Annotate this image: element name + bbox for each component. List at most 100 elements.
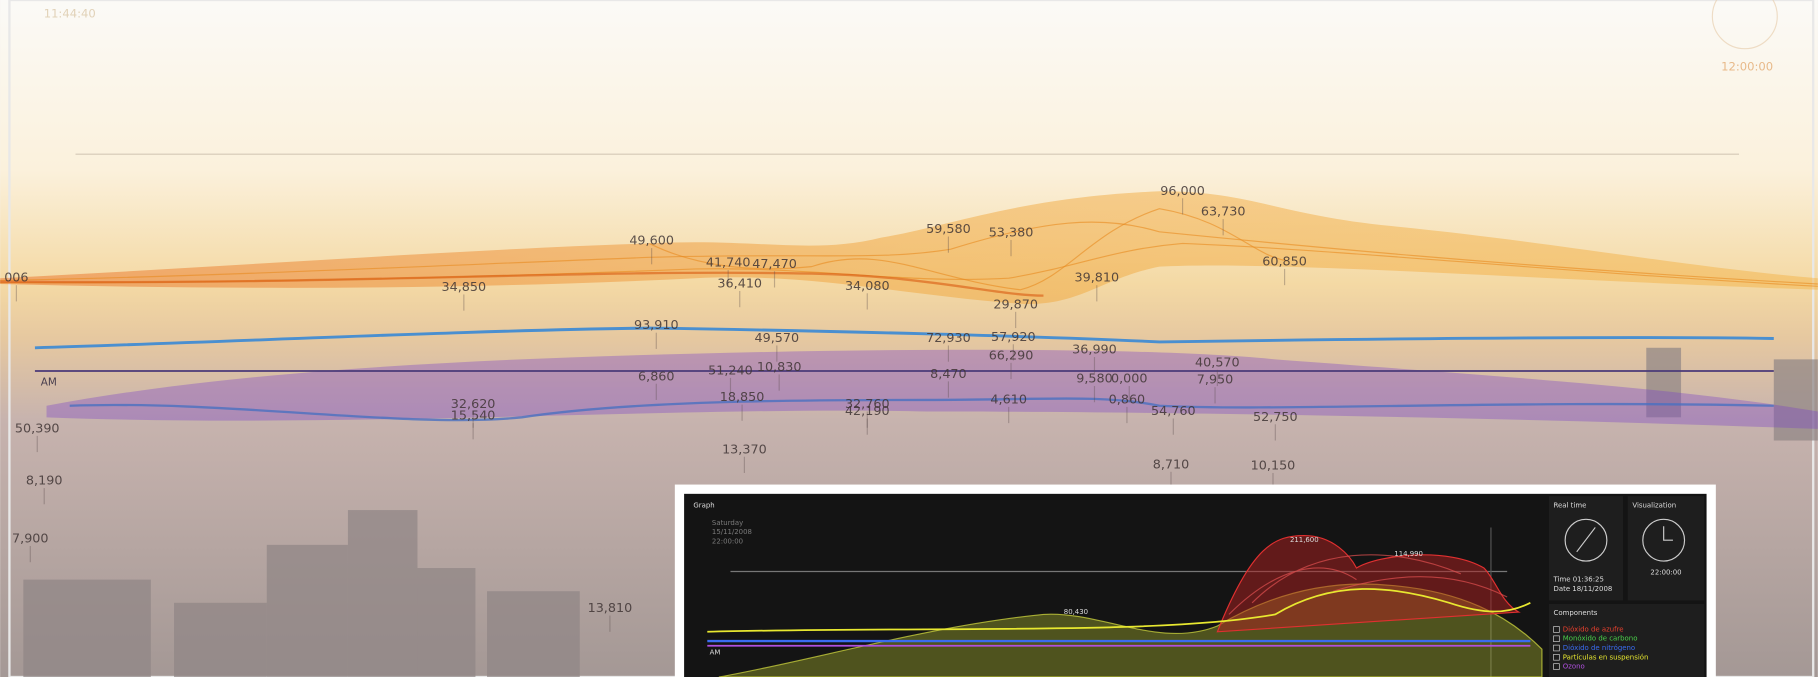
- clock-label: 11:44:40: [44, 6, 96, 20]
- components-list: Dióxido de azufre Monóxido de carbonoDióx…: [1553, 625, 1649, 671]
- value-label: 8,710: [1153, 457, 1190, 472]
- blue-line: [69, 397, 1774, 422]
- value-label: 15,540: [451, 409, 496, 424]
- clock-hand: [1663, 526, 1673, 541]
- mesh-line: [0, 271, 1044, 297]
- building: [417, 568, 476, 677]
- time-label: 22:00:00: [1650, 569, 1681, 577]
- value-label: 49,600: [629, 234, 674, 249]
- value-label: 6,860: [638, 369, 675, 384]
- panel-title: Graph: [693, 501, 714, 509]
- city-buildings: [23, 347, 1818, 677]
- frame: [8, 0, 1815, 677]
- legend-entry: Ozono: [1563, 663, 1585, 671]
- value-label: 42,190: [845, 404, 890, 419]
- legend-entry: Partículas en suspensión: [1563, 653, 1649, 661]
- yellow-line: [707, 588, 1531, 633]
- blue-line: [34, 326, 1774, 350]
- value-label: 36,990: [1072, 343, 1117, 358]
- legend-entry: Monóxido de carbono: [1563, 635, 1638, 643]
- value-label: 10,150: [1251, 459, 1296, 474]
- value-label: 36,410: [717, 277, 762, 292]
- value-label: 7,900: [12, 532, 49, 547]
- value-label: 96,000: [1160, 184, 1205, 199]
- legend-entry: Dióxido de nitrógeno: [1563, 644, 1635, 652]
- panel-title: Visualization: [1632, 501, 1676, 509]
- value-label: 006: [4, 271, 28, 286]
- checkbox[interactable]: [1553, 663, 1560, 670]
- scene-labels: 006 34,850 49,600 41,740 47,470 36,410 34,080 5…: [4, 184, 1307, 632]
- building: [1646, 347, 1682, 418]
- orange-mesh: [0, 208, 1818, 297]
- value-label: 60,850: [1262, 254, 1307, 269]
- value-label: 13,370: [722, 442, 767, 457]
- value-label: 0,860: [1109, 392, 1146, 407]
- value-label: 50,390: [15, 421, 60, 436]
- checkbox[interactable]: [1553, 635, 1560, 642]
- realtime-panel: [1548, 496, 1624, 601]
- value-label: 54,760: [1151, 404, 1196, 419]
- purple-band: [46, 349, 1818, 429]
- building: [23, 579, 151, 677]
- clock-label: 12:00:00: [1721, 60, 1773, 74]
- value-label: 7,950: [1197, 373, 1234, 388]
- building: [487, 591, 580, 677]
- building: [347, 510, 418, 677]
- value-label: 40,570: [1195, 355, 1240, 370]
- mesh-line: [0, 221, 1818, 285]
- value-label: 29,870: [993, 297, 1038, 312]
- clock-hand: [1576, 527, 1596, 553]
- red-mesh: [1216, 534, 1521, 633]
- clock-icon: [1711, 0, 1778, 50]
- building: [174, 602, 267, 677]
- clock-icon: [1564, 518, 1608, 562]
- day-label: Saturday: [712, 519, 743, 527]
- value-label: 34,080: [845, 279, 890, 294]
- components-panel: [1548, 603, 1705, 677]
- value-label: 10,830: [757, 360, 802, 375]
- inset-screenshot: Graph Saturday 15/11/2008 22:00:00 211,6…: [674, 484, 1716, 677]
- peak-label: 211,600: [1290, 536, 1319, 544]
- checkbox[interactable]: [1553, 654, 1560, 661]
- mesh-line: [1228, 554, 1508, 615]
- peak-label: 114,990: [1394, 550, 1423, 558]
- value-label: 66,290: [989, 348, 1034, 363]
- value-label: 34,850: [442, 280, 487, 295]
- value-label: 39,810: [1074, 271, 1119, 286]
- checkbox[interactable]: [1553, 644, 1560, 652]
- value-label: 72,930: [926, 331, 971, 346]
- date-label: Date 18/11/2008: [1554, 585, 1613, 593]
- value-label: 93,910: [634, 318, 679, 333]
- value-label: 18,850: [720, 390, 765, 405]
- value-label: 63,730: [1201, 205, 1246, 220]
- checkbox[interactable]: [1553, 626, 1560, 633]
- value-label: 13,810: [588, 601, 633, 616]
- value-label: 49,570: [755, 331, 800, 346]
- axis-label: AM: [41, 377, 57, 389]
- value-label: 57,920: [991, 330, 1036, 345]
- orange-band: [0, 191, 1818, 305]
- value-label: 4,610: [990, 392, 1027, 407]
- value-label: 32,620: [451, 397, 496, 412]
- peak-label: 80,430: [1064, 608, 1088, 616]
- panel-title: Real time: [1554, 501, 1587, 509]
- building: [266, 544, 348, 677]
- time-label: Time 01:36:25: [1553, 576, 1604, 584]
- value-label: 52,750: [1253, 410, 1298, 425]
- value-label: 47,470: [752, 257, 797, 272]
- time-label: 22:00:00: [712, 537, 743, 545]
- value-label: 8,190: [26, 474, 63, 489]
- value-label: 8,470: [930, 367, 967, 382]
- date-label: 15/11/2008: [712, 528, 752, 536]
- axis-label: AM: [710, 649, 721, 657]
- building: [1773, 359, 1818, 441]
- value-label: 59,580: [926, 222, 971, 237]
- panel-title: Components: [1554, 609, 1598, 617]
- value-label: 53,380: [989, 226, 1034, 241]
- value-label: 9,580: [1076, 372, 1113, 387]
- value-label: 51,240: [708, 363, 753, 378]
- mesh-line: [649, 208, 1288, 291]
